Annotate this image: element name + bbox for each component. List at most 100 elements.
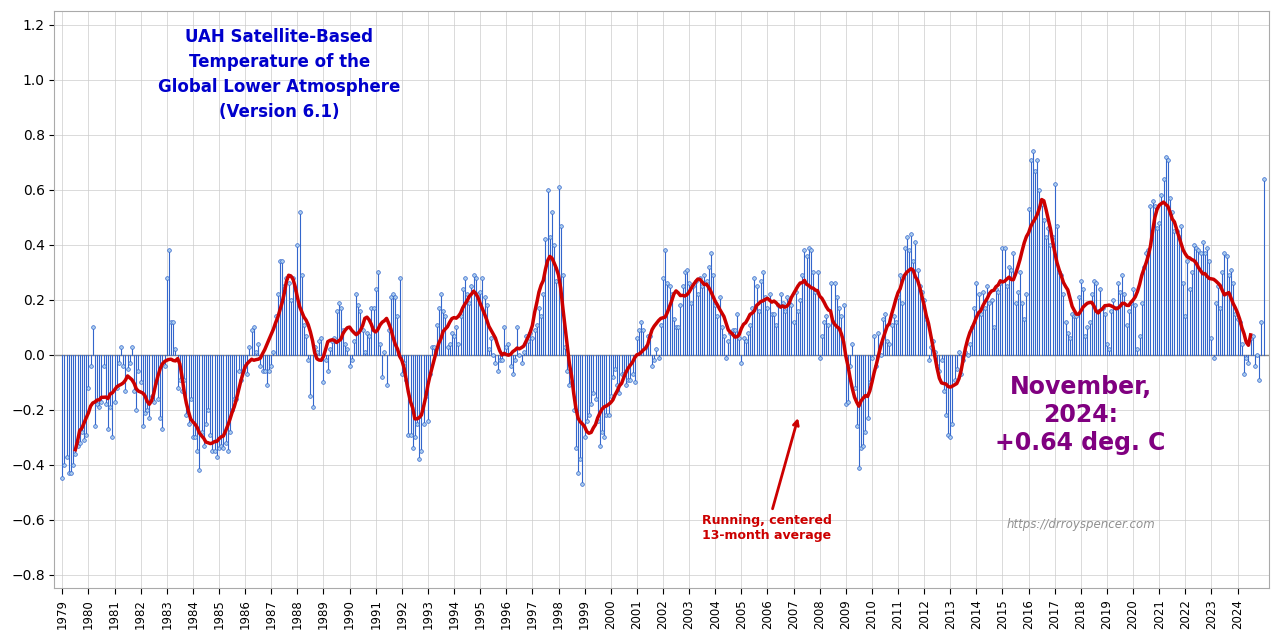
Point (228, 366, 248, 376)
Point (768, 300, 788, 310)
Point (520, 328, 540, 338)
Point (983, 322, 1004, 332)
Point (125, 404, 146, 415)
Point (264, 347, 284, 357)
Point (1171, 220, 1192, 230)
Point (413, 419, 434, 429)
Point (392, 369, 412, 379)
Point (1166, 226, 1187, 236)
Point (370, 339, 390, 349)
Point (814, 317, 835, 327)
Point (625, 377, 645, 387)
Point (663, 314, 684, 324)
Point (60, 468, 81, 478)
Point (722, 325, 742, 335)
Point (859, 377, 879, 387)
Point (750, 275, 771, 285)
Point (1128, 344, 1148, 355)
Point (929, 366, 950, 376)
Point (472, 273, 493, 283)
Point (740, 319, 760, 330)
Point (209, 443, 229, 453)
Point (1107, 278, 1128, 289)
Point (845, 383, 865, 393)
Point (1216, 251, 1236, 261)
Point (554, 341, 575, 351)
Point (348, 300, 369, 310)
Point (1078, 322, 1098, 332)
Point (721, 328, 741, 338)
Point (433, 306, 453, 316)
Point (591, 427, 612, 437)
Point (196, 419, 216, 429)
Point (690, 273, 710, 283)
Point (426, 319, 447, 330)
Point (846, 421, 867, 431)
Point (174, 374, 195, 385)
Point (600, 391, 621, 401)
Point (823, 317, 844, 327)
Point (301, 391, 321, 401)
Point (1036, 232, 1056, 242)
Point (461, 281, 481, 291)
Point (169, 374, 189, 385)
Point (402, 443, 422, 453)
Point (627, 333, 648, 344)
Point (1253, 173, 1274, 184)
Point (84, 421, 105, 431)
Text: Running, centered
13-month average: Running, centered 13-month average (703, 421, 832, 542)
Point (352, 325, 372, 335)
Point (764, 308, 785, 319)
Point (820, 278, 841, 289)
Point (780, 298, 800, 308)
Point (1064, 311, 1084, 321)
Point (227, 394, 247, 404)
Point (677, 264, 698, 275)
Point (404, 432, 425, 442)
Point (311, 333, 332, 344)
Point (278, 278, 298, 289)
Point (492, 355, 512, 365)
Point (454, 273, 475, 283)
Point (1187, 243, 1207, 253)
Point (668, 322, 689, 332)
Point (457, 289, 477, 300)
Point (1199, 256, 1220, 266)
Point (81, 361, 101, 371)
Point (285, 284, 306, 294)
Point (59, 468, 79, 478)
Point (168, 383, 188, 393)
Point (364, 303, 384, 313)
Point (1044, 179, 1065, 189)
Point (849, 462, 869, 472)
Point (193, 440, 214, 451)
Point (831, 311, 851, 321)
Point (215, 438, 236, 448)
Point (1075, 330, 1096, 340)
Point (794, 245, 814, 255)
Point (417, 415, 438, 426)
Text: UAH Satellite-Based
Temperature of the
Global Lower Atmosphere
(Version 6.1): UAH Satellite-Based Temperature of the G… (157, 28, 401, 122)
Point (1101, 306, 1121, 316)
Point (936, 410, 956, 420)
Point (113, 361, 133, 371)
Point (91, 396, 111, 406)
Point (389, 273, 410, 283)
Point (333, 325, 353, 335)
Point (155, 361, 175, 371)
Point (851, 443, 872, 453)
Point (424, 341, 444, 351)
Point (982, 294, 1002, 305)
Point (280, 294, 301, 305)
Point (744, 273, 764, 283)
Point (753, 267, 773, 277)
Point (1112, 270, 1133, 280)
Point (134, 408, 155, 418)
Point (274, 281, 294, 291)
Point (968, 289, 988, 300)
Point (1138, 245, 1158, 255)
Point (1121, 298, 1142, 308)
Point (184, 432, 205, 442)
Point (1162, 207, 1183, 217)
Point (613, 369, 634, 379)
